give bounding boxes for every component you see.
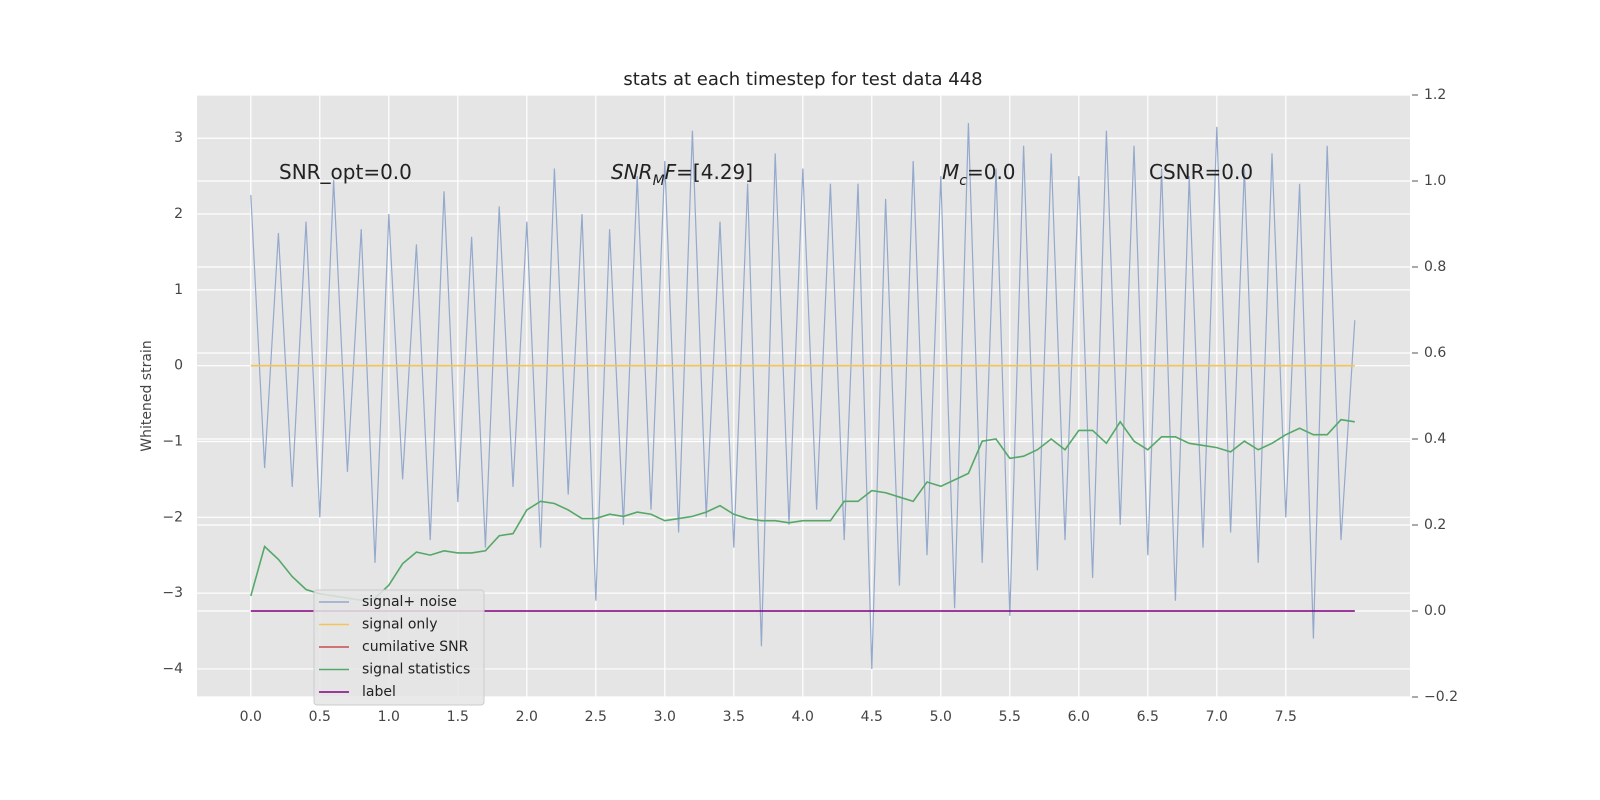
legend-box: [313, 589, 485, 706]
annotation-part: =0.0: [967, 160, 1016, 184]
x-tick-label: 4.0: [792, 709, 814, 725]
annotation-part: c: [959, 173, 967, 189]
x-tick-label: 5.5: [999, 709, 1021, 725]
annotation: CSNR=0.0: [1149, 160, 1253, 184]
x-tick-label: 2.5: [585, 709, 607, 725]
y2-tick-label: 0.4: [1424, 431, 1446, 447]
legend: signal+ noise signal only cumilative SNR si…: [313, 589, 485, 706]
y2-tick-label: 1.2: [1424, 87, 1446, 103]
y2-tick-label: 0.0: [1424, 603, 1446, 619]
x-tick-label: 7.0: [1206, 709, 1228, 725]
annotation-part: M: [942, 160, 959, 184]
annotation-part: =[4.29]: [676, 160, 753, 184]
x-tick-label: 0.5: [309, 709, 331, 725]
legend-label: label: [362, 684, 396, 700]
y-tick-label: 1: [174, 282, 183, 298]
annotation: SNR_opt=0.0: [279, 160, 412, 184]
x-tick-label: 7.5: [1275, 709, 1297, 725]
x-tick-label: 6.5: [1137, 709, 1159, 725]
annotation-part: SNR_opt=0.0: [279, 160, 412, 184]
annotation-part: M: [653, 173, 665, 189]
series-line: [250, 418, 1355, 602]
x-tick-label: 1.5: [447, 709, 469, 725]
annotation-part: SNR: [611, 160, 653, 184]
x-tick-label: 3.5: [723, 709, 745, 725]
y-tick-label: −4: [162, 661, 183, 677]
y2-tick-label: 1.0: [1424, 173, 1446, 189]
legend-label: cumilative SNR: [362, 639, 469, 655]
y-tick-label: 2: [174, 206, 183, 222]
x-tick-label: 0.0: [240, 709, 262, 725]
x-tick-label: 6.0: [1068, 709, 1090, 725]
y-tick-label: −3: [162, 585, 183, 601]
y2-tick-label: 0.2: [1424, 517, 1446, 533]
annotation-part: F: [665, 160, 677, 184]
chart-title: stats at each timestep for test data 448: [623, 69, 982, 90]
y-tick-label: −2: [162, 509, 183, 525]
y-tick-label: 0: [174, 358, 183, 374]
annotation: Mc=0.0: [942, 160, 1016, 190]
annotation: SNRMF=[4.29]: [611, 160, 753, 190]
x-tick-label: 1.0: [378, 709, 400, 725]
x-tick-label: 5.0: [930, 709, 952, 725]
y-tick-label: 3: [174, 130, 183, 146]
x-tick-label: 4.5: [861, 709, 883, 725]
y2-tick-label: 0.6: [1424, 345, 1446, 361]
y-axis-label: Whitened strain: [139, 340, 155, 451]
y-tick-label: −1: [162, 433, 183, 449]
legend-label: signal+ noise: [362, 594, 457, 610]
x-tick-label: 3.0: [654, 709, 676, 725]
y2-tick-label: 0.8: [1424, 259, 1446, 275]
series-line: [250, 123, 1356, 669]
y2-tick-label: −0.2: [1424, 689, 1458, 705]
legend-label: signal statistics: [362, 662, 470, 678]
x-tick-label: 2.0: [516, 709, 538, 725]
annotation-part: CSNR=0.0: [1149, 160, 1253, 184]
legend-label: signal only: [362, 617, 437, 633]
